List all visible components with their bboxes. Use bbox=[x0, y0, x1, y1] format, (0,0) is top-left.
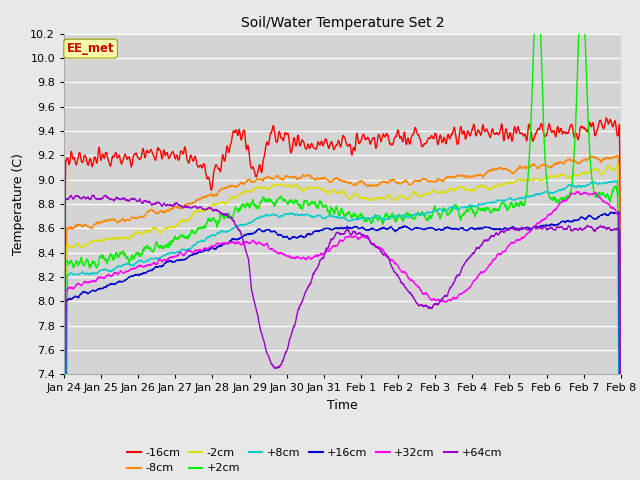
Title: Soil/Water Temperature Set 2: Soil/Water Temperature Set 2 bbox=[241, 16, 444, 30]
X-axis label: Time: Time bbox=[327, 399, 358, 412]
Text: EE_met: EE_met bbox=[67, 42, 115, 55]
Y-axis label: Temperature (C): Temperature (C) bbox=[12, 153, 25, 255]
Legend: -16cm, -8cm, -2cm, +2cm, +8cm, +16cm, +32cm, +64cm: -16cm, -8cm, -2cm, +2cm, +8cm, +16cm, +3… bbox=[123, 444, 506, 478]
